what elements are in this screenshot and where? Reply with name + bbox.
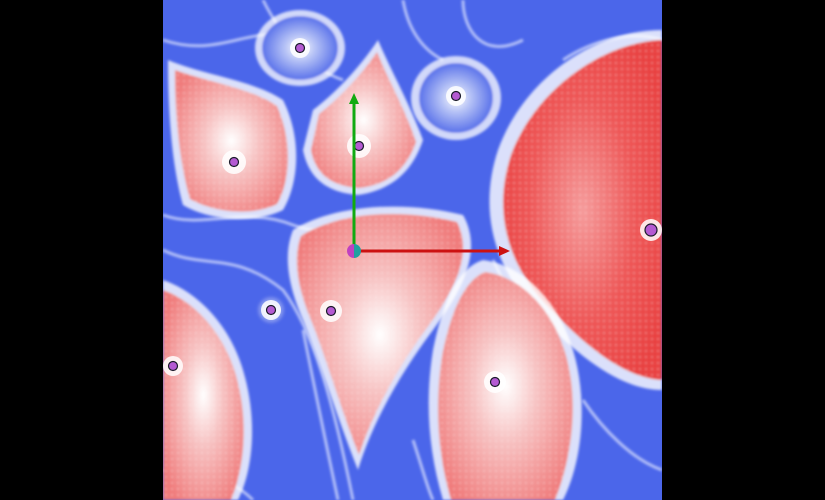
field-lobe-bottom-left [163, 280, 253, 500]
field-lobe-center [287, 206, 472, 470]
particles [167, 42, 658, 388]
field-visualization [163, 0, 662, 500]
particle-2[interactable] [450, 90, 462, 102]
letterbox-right [662, 0, 825, 500]
field-lobe-bottom [428, 260, 582, 500]
particle-3[interactable] [228, 156, 240, 168]
field-lobe-upper-left [168, 60, 297, 220]
particle-4[interactable] [353, 140, 365, 152]
x-axis-arrowhead [499, 246, 510, 256]
particle-1[interactable] [294, 42, 306, 54]
gizmo-origin-right [354, 244, 361, 258]
y-axis-arrowhead [349, 93, 359, 104]
particle-7[interactable] [167, 360, 179, 372]
letterbox-left [0, 0, 163, 500]
gizmo-origin-left [347, 244, 354, 258]
particle-9[interactable] [644, 223, 658, 237]
render-viewport[interactable] [163, 0, 662, 500]
particle-6[interactable] [325, 305, 337, 317]
particle-5[interactable] [265, 304, 277, 316]
axis-gizmo [347, 93, 510, 258]
field-lobe-upper-center [303, 40, 423, 195]
particle-8[interactable] [489, 376, 501, 388]
